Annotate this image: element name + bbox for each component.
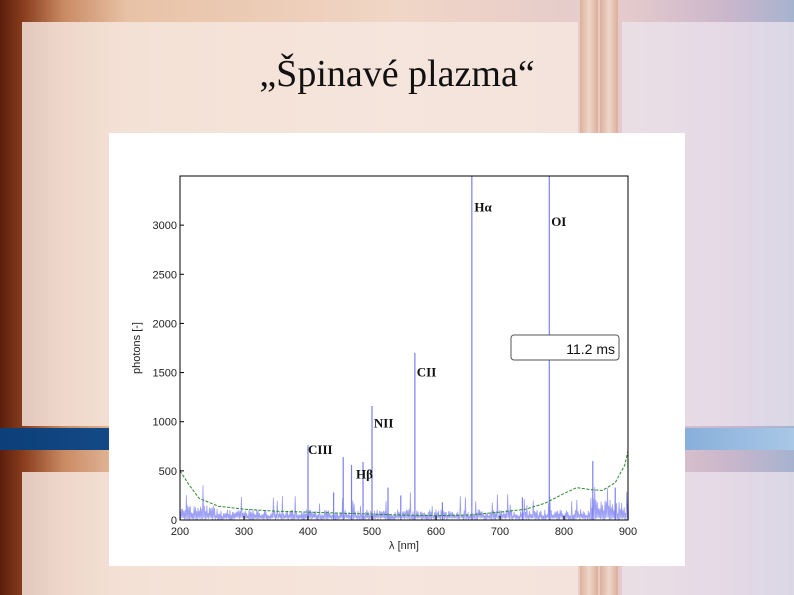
y-tick-label: 500 — [159, 466, 177, 478]
y-tick-label: 0 — [171, 515, 177, 527]
chart-svg: 200 300 400 500 600 700 800 900 0 500 1000 1500 200… — [131, 175, 637, 552]
y-tick-label: 1500 — [153, 368, 177, 380]
time-box: 11.2 ms — [510, 334, 620, 361]
plot-frame — [179, 175, 629, 521]
peak-label: NII — [374, 416, 394, 431]
time-box-frame — [510, 334, 620, 361]
x-axis-label: λ [nm] — [389, 540, 419, 552]
curve-layer — [179, 451, 629, 517]
time-label: 11.2 ms — [566, 341, 615, 357]
x-tick-label: 500 — [363, 526, 381, 538]
baseline-curve — [179, 451, 629, 517]
spectrum-chart: 200 300 400 500 600 700 800 900 0 500 1000 1500 200… — [109, 133, 685, 566]
peak-label: CIII — [308, 442, 333, 457]
x-tick-label: 300 — [235, 526, 253, 538]
y-tick-label: 2500 — [153, 269, 177, 281]
x-tick-label: 900 — [619, 526, 637, 538]
peak-label: Hβ — [356, 467, 373, 482]
peak-label: CII — [417, 365, 437, 380]
y-tick-label: 3000 — [153, 220, 177, 232]
x-tick-label: 200 — [171, 526, 189, 538]
y-tick-label: 2000 — [153, 318, 177, 330]
y-tick-label: 1000 — [153, 417, 177, 429]
y-ticks: 0 500 1000 1500 2000 2500 3000 — [153, 220, 184, 527]
x-ticks: 200 300 400 500 600 700 800 900 — [171, 516, 637, 538]
annotations: Hα OI CII NII CIII Hβ — [308, 199, 566, 481]
peak-label: Hα — [474, 199, 492, 214]
slide-title: „Špinavé plazma“ — [259, 53, 535, 95]
x-tick-label: 800 — [555, 526, 573, 538]
x-tick-label: 700 — [491, 526, 509, 538]
x-tick-label: 600 — [427, 526, 445, 538]
x-tick-label: 400 — [299, 526, 317, 538]
peak-label: OI — [551, 214, 566, 229]
y-axis-label: photons [-] — [131, 322, 143, 374]
